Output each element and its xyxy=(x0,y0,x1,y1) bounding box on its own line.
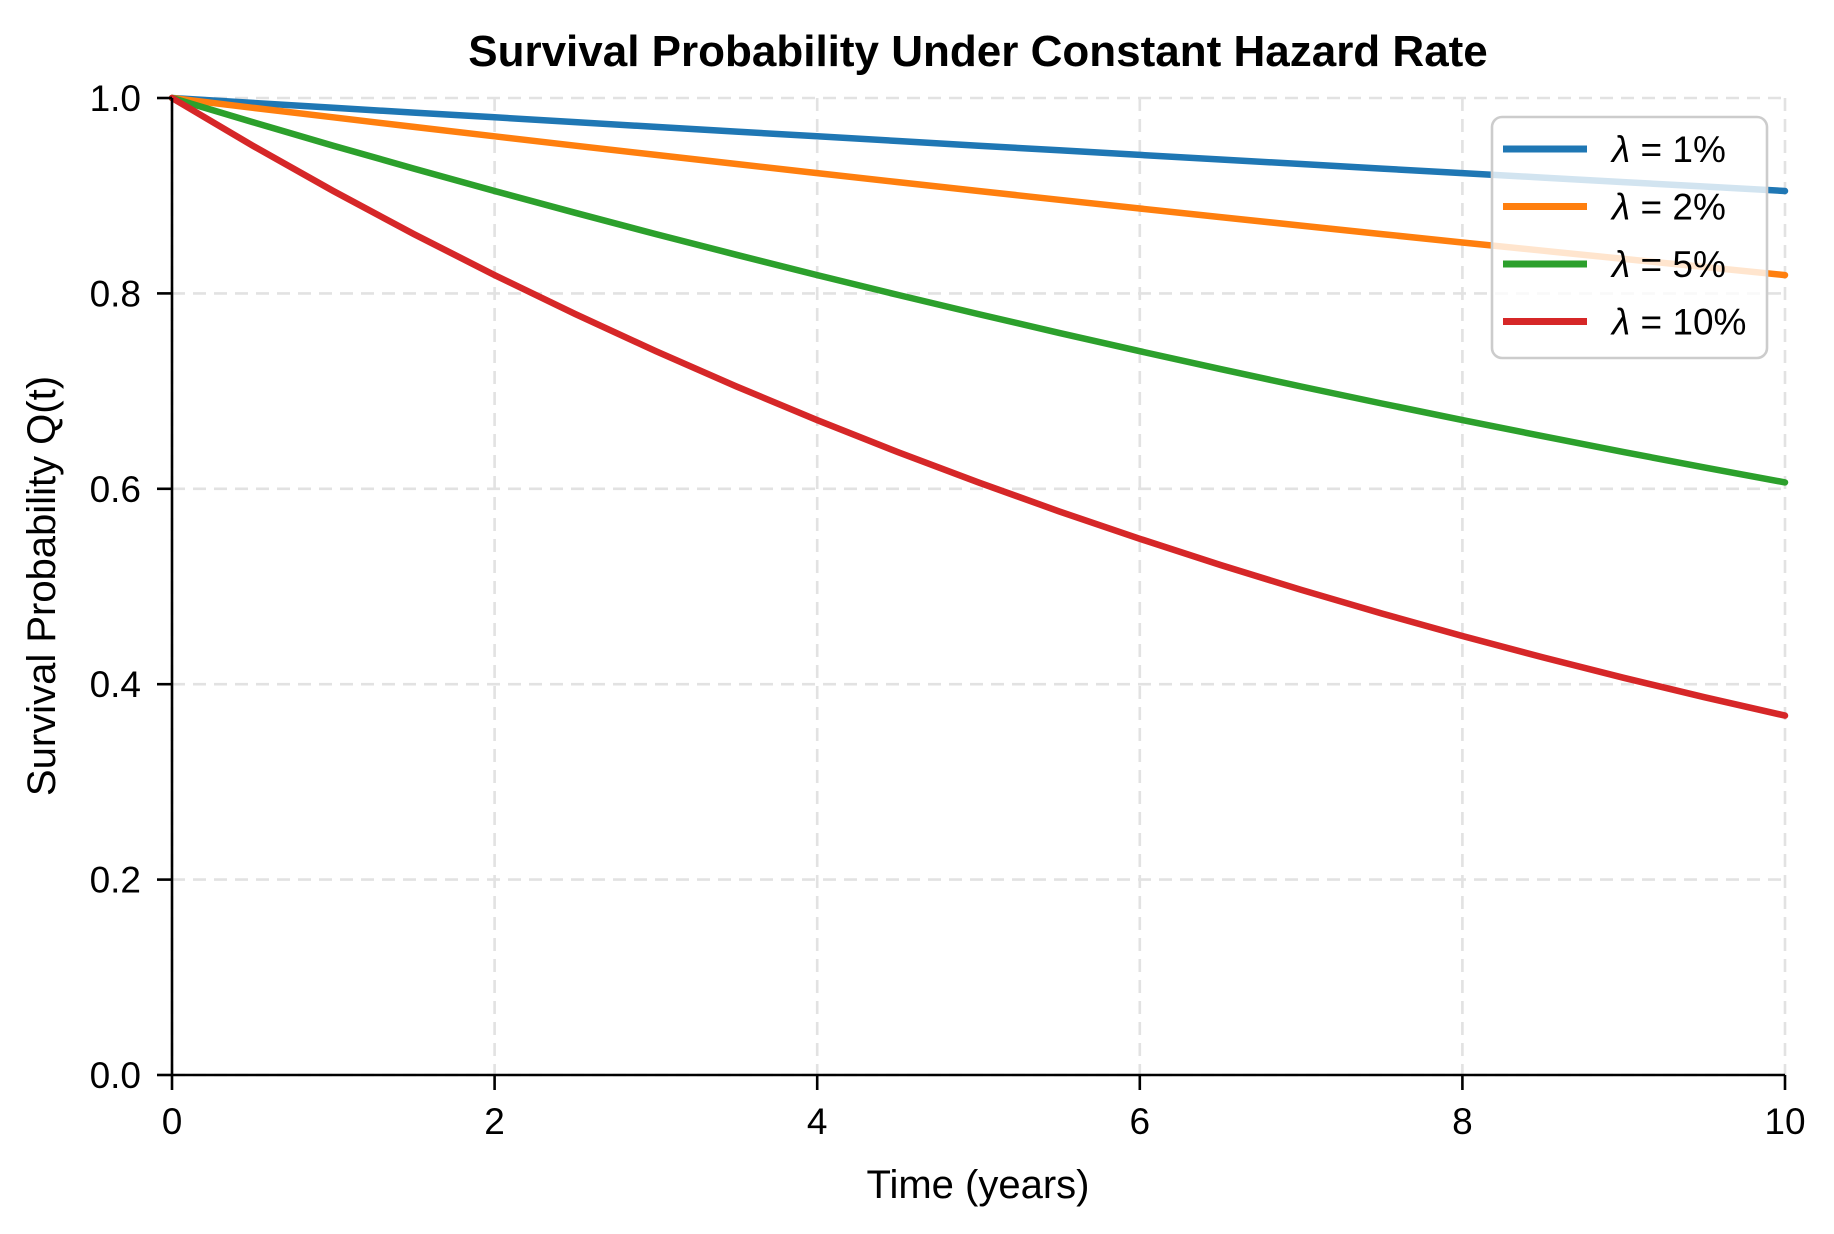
x-tick-label: 4 xyxy=(807,1101,828,1142)
chart-title: Survival Probability Under Constant Haza… xyxy=(468,27,1488,76)
x-tick-label: 6 xyxy=(1130,1101,1151,1142)
x-tick-label: 8 xyxy=(1452,1101,1473,1142)
y-tick-label: 1.0 xyxy=(90,78,141,119)
legend-label-2pct: λ = 2% xyxy=(1610,187,1726,228)
tick-labels: 0 2 4 6 8 10 0.0 0.2 0.4 0.6 0.8 1.0 xyxy=(90,78,1806,1142)
legend-label-5pct: λ = 5% xyxy=(1610,244,1726,285)
y-tick-label: 0.2 xyxy=(90,860,141,901)
y-tick-label: 0.4 xyxy=(90,664,141,705)
y-tick-label: 0.6 xyxy=(90,469,141,510)
y-tick-label: 0.8 xyxy=(90,273,141,314)
y-axis-label: Survival Probability Q(t) xyxy=(20,376,64,796)
legend-label-10pct: λ = 10% xyxy=(1610,302,1746,343)
x-tick-label: 2 xyxy=(484,1101,505,1142)
axes-and-ticks xyxy=(157,96,1787,1090)
x-tick-label: 0 xyxy=(162,1101,183,1142)
y-tick-label: 0.0 xyxy=(90,1055,141,1096)
legend: λ = 1% λ = 2% λ = 5% λ = 10% xyxy=(1490,115,1769,360)
x-axis-label: Time (years) xyxy=(867,1163,1090,1207)
series-line-5pct xyxy=(168,94,1789,486)
legend-label-1pct: λ = 1% xyxy=(1610,129,1726,170)
series-line-10pct xyxy=(168,94,1789,719)
x-tick-label: 10 xyxy=(1764,1101,1805,1142)
legend-box xyxy=(1490,115,1769,360)
